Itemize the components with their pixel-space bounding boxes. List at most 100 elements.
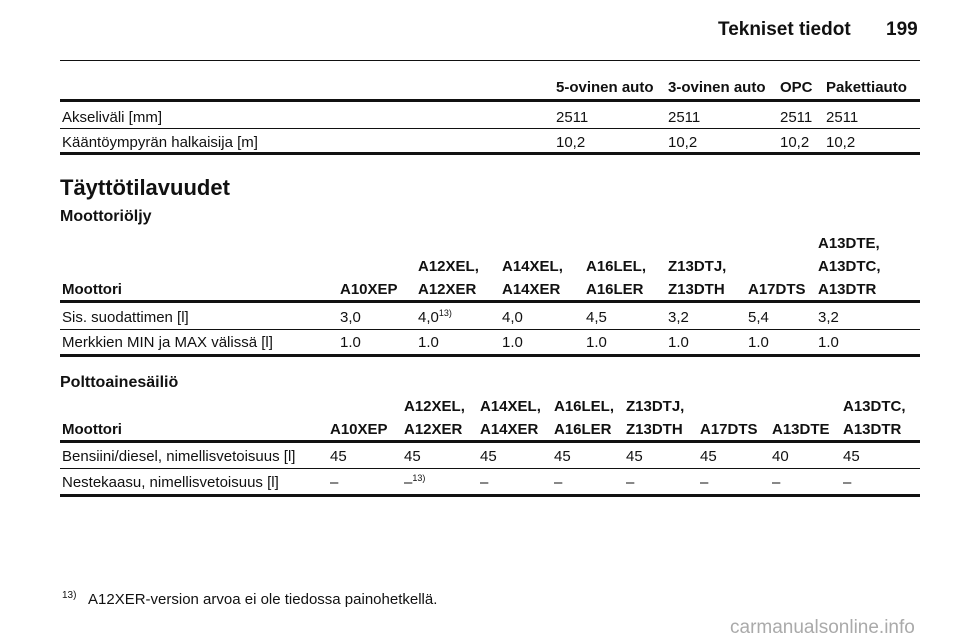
column-header: A17DTS bbox=[700, 421, 758, 438]
cell-text: 1.0 bbox=[418, 334, 439, 351]
table-cell: 4,013) bbox=[418, 309, 452, 327]
table-cell: 45 bbox=[843, 448, 860, 466]
column-header: 3-ovinen auto bbox=[668, 79, 766, 96]
column-header: A13DTE bbox=[772, 421, 830, 438]
column-header: A14XEL, bbox=[502, 258, 563, 275]
table-cell: – bbox=[330, 474, 338, 492]
subsection-title: Moottoriöljy bbox=[60, 208, 152, 225]
table-cell: – bbox=[843, 474, 851, 492]
column-header: A16LEL, bbox=[554, 398, 615, 415]
row-label: Sis. suodattimen [l] bbox=[62, 309, 189, 326]
column-header: Z13DTJ, bbox=[626, 398, 685, 415]
column-header: A17DTS bbox=[748, 281, 806, 298]
cell-text: 4,5 bbox=[586, 309, 607, 326]
table-cell: 1.0 bbox=[668, 334, 689, 352]
table-cell: – bbox=[626, 474, 634, 492]
table-cell: – bbox=[480, 474, 488, 492]
table-cell: 10,2 bbox=[668, 134, 698, 151]
footnote-ref: 13) bbox=[438, 308, 452, 318]
cell-text: 45 bbox=[480, 448, 497, 465]
table-cell: 4,5 bbox=[586, 309, 607, 327]
column-header: A16LER bbox=[586, 281, 644, 298]
cell-text: 45 bbox=[404, 448, 421, 465]
cell-text: – bbox=[330, 474, 339, 491]
table-cell: 4,0 bbox=[502, 309, 523, 327]
rule bbox=[60, 152, 920, 155]
rule bbox=[60, 468, 920, 469]
footnote-ref: 13) bbox=[412, 473, 426, 483]
table-cell: 1.0 bbox=[748, 334, 769, 352]
footnote-text: A12XER-version arvoa ei ole tiedossa pai… bbox=[88, 591, 438, 608]
table-cell: 3,2 bbox=[818, 309, 839, 327]
rule bbox=[60, 99, 920, 102]
rule bbox=[60, 128, 920, 129]
rule bbox=[60, 329, 920, 330]
table-cell: 10,2 bbox=[826, 134, 856, 151]
cell-text: 5,4 bbox=[748, 309, 769, 326]
watermark: carmanualsonline.info bbox=[730, 617, 915, 638]
column-header: A12XEL, bbox=[404, 398, 465, 415]
table-cell: 45 bbox=[626, 448, 643, 466]
table-cell: 45 bbox=[554, 448, 571, 466]
cell-text: 45 bbox=[330, 448, 347, 465]
table-cell: – bbox=[554, 474, 562, 492]
column-header: Moottori bbox=[62, 421, 122, 438]
cell-text: 1.0 bbox=[748, 334, 769, 351]
cell-text: 1.0 bbox=[502, 334, 523, 351]
column-header: A14XER bbox=[502, 281, 561, 298]
column-header: A10XEP bbox=[340, 281, 398, 298]
cell-text: – bbox=[700, 474, 709, 491]
row-label: Kääntöympyrän halkaisija [m] bbox=[62, 134, 258, 151]
rule bbox=[60, 494, 920, 497]
section-title: Täyttötilavuudet bbox=[60, 175, 230, 200]
table-cell: 10,2 bbox=[556, 134, 586, 151]
cell-text: – bbox=[772, 474, 781, 491]
column-header: A13DTE, bbox=[818, 235, 880, 252]
column-header: A16LEL, bbox=[586, 258, 647, 275]
table-cell: –13) bbox=[404, 474, 425, 492]
table-cell: – bbox=[700, 474, 708, 492]
rule bbox=[60, 60, 920, 61]
cell-text: 40 bbox=[772, 448, 789, 465]
cell-text: 1.0 bbox=[818, 334, 839, 351]
table-cell: 2511 bbox=[668, 109, 701, 126]
cell-text: – bbox=[554, 474, 563, 491]
rule bbox=[60, 300, 920, 303]
table-cell: 2511 bbox=[780, 109, 813, 126]
subsection-title: Polttoainesäiliö bbox=[60, 374, 179, 391]
column-header: 5-ovinen auto bbox=[556, 79, 654, 96]
column-header: A14XEL, bbox=[480, 398, 541, 415]
cell-text: 4,0 bbox=[418, 309, 439, 326]
column-header: A10XEP bbox=[330, 421, 388, 438]
cell-text: – bbox=[480, 474, 489, 491]
column-header: A12XER bbox=[404, 421, 463, 438]
column-header: OPC bbox=[780, 79, 813, 96]
row-label: Nestekaasu, nimellisvetoisuus [l] bbox=[62, 474, 279, 491]
table-cell: 3,0 bbox=[340, 309, 361, 327]
table-cell: 2511 bbox=[556, 109, 589, 126]
cell-text: 1.0 bbox=[668, 334, 689, 351]
page-title: Tekniset tiedot bbox=[718, 19, 851, 40]
cell-text: 3,2 bbox=[668, 309, 689, 326]
column-header: Z13DTH bbox=[668, 281, 725, 298]
cell-text: 3,2 bbox=[818, 309, 839, 326]
cell-text: – bbox=[843, 474, 852, 491]
column-header: A16LER bbox=[554, 421, 612, 438]
table-cell: 45 bbox=[404, 448, 421, 466]
cell-text: 45 bbox=[554, 448, 571, 465]
table-cell: 3,2 bbox=[668, 309, 689, 327]
column-header: Moottori bbox=[62, 281, 122, 298]
table-cell: 1.0 bbox=[502, 334, 523, 352]
cell-text: 4,0 bbox=[502, 309, 523, 326]
cell-text: 3,0 bbox=[340, 309, 361, 326]
page-number: 199 bbox=[886, 19, 918, 40]
cell-text: 45 bbox=[700, 448, 717, 465]
row-label: Merkkien MIN ja MAX välissä [l] bbox=[62, 334, 273, 351]
row-label: Akseliväli [mm] bbox=[62, 109, 163, 126]
table-cell: 5,4 bbox=[748, 309, 769, 327]
table-cell: 45 bbox=[330, 448, 347, 466]
column-header: A13DTR bbox=[843, 421, 902, 438]
table-cell: 1.0 bbox=[818, 334, 839, 352]
table-cell: 10,2 bbox=[780, 134, 810, 151]
